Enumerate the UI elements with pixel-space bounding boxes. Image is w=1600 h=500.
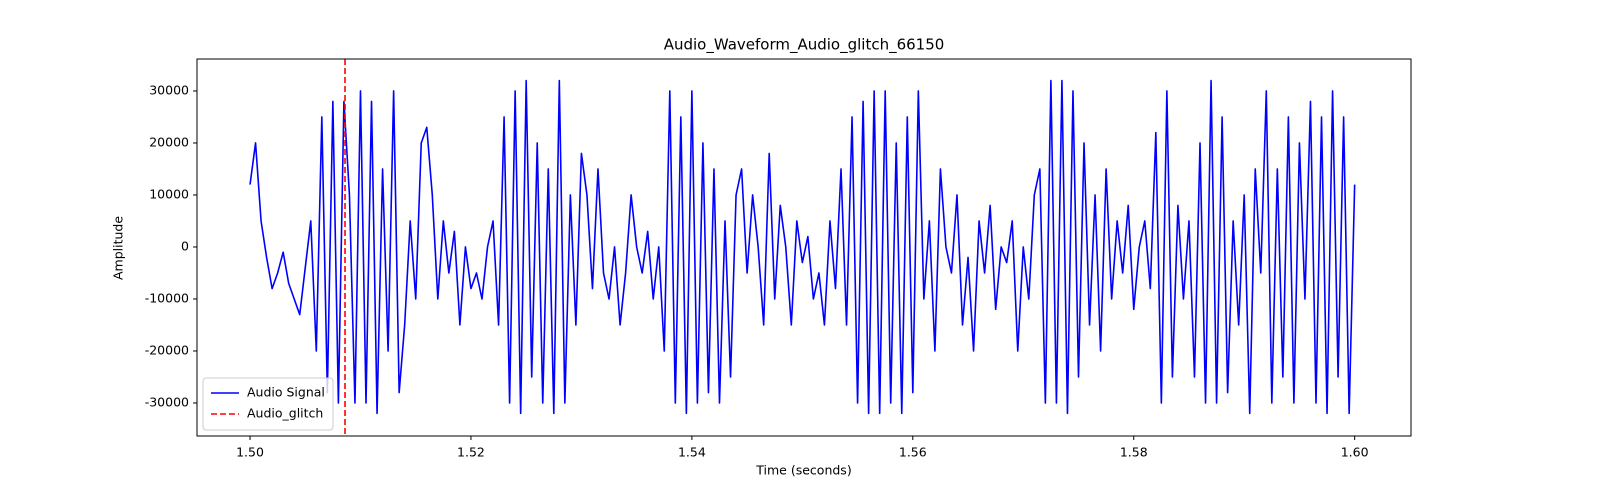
y-tick-label: 10000 [149, 186, 189, 201]
x-tick-label: 1.50 [236, 445, 264, 460]
chart-title: Audio_Waveform_Audio_glitch_66150 [664, 36, 945, 55]
legend-box [202, 377, 334, 431]
legend-label: Audio Signal [247, 385, 325, 400]
x-tick-label: 1.54 [678, 445, 706, 460]
y-tick-label: 30000 [149, 82, 189, 97]
waveform-line [249, 79, 1356, 415]
x-axis-label: Time (seconds) [755, 463, 851, 478]
x-tick-label: 1.52 [457, 445, 485, 460]
x-tick-label: 1.58 [1120, 445, 1148, 460]
x-tick-label: 1.56 [899, 445, 927, 460]
y-tick-label: 20000 [149, 134, 189, 149]
y-tick-label: -10000 [145, 290, 189, 305]
y-axis-label: Amplitude [111, 216, 126, 280]
y-tick-label: 0 [181, 238, 189, 253]
plot-frame [196, 58, 1412, 437]
x-tick-label: 1.60 [1341, 445, 1369, 460]
legend-label: Audio_glitch [247, 406, 323, 421]
y-tick-label: -30000 [145, 394, 189, 409]
legend: Audio Signal Audio_glitch [202, 377, 334, 431]
y-tick-label: -20000 [145, 342, 189, 357]
